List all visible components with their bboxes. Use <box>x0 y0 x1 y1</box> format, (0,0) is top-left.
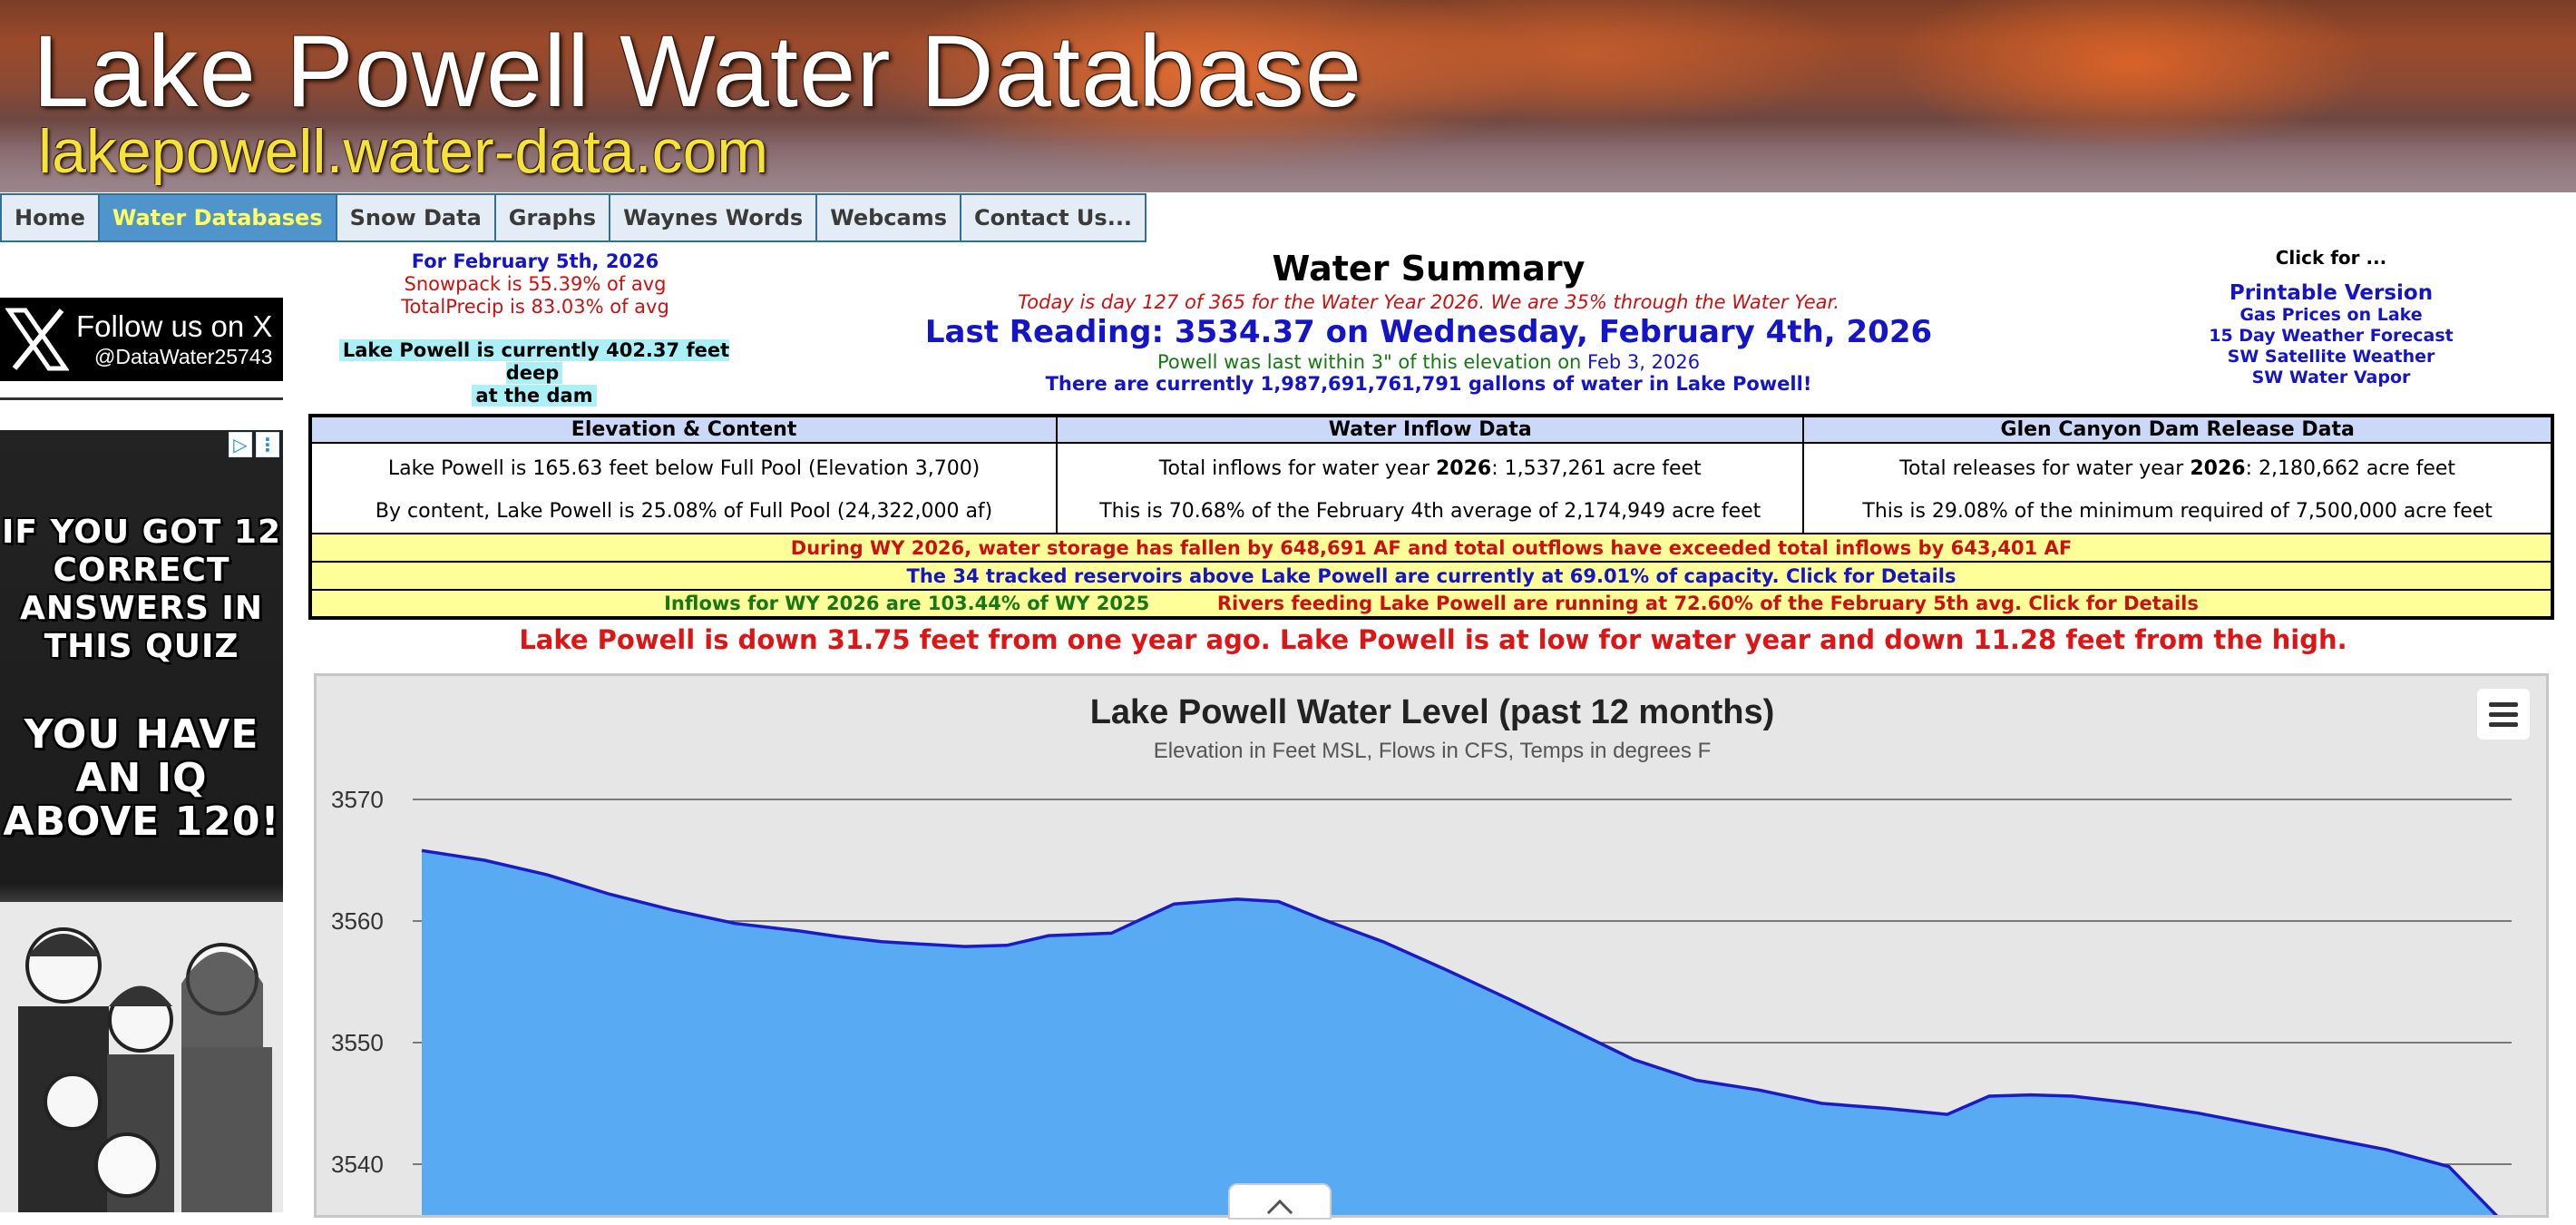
depth-line-1: Lake Powell is currently 402.37 feet dee… <box>338 339 730 384</box>
releases-value: : 2,180,662 acre feet <box>2245 457 2456 480</box>
chart-canvas: Lake Powell Water Level (past 12 months)… <box>331 693 2512 1218</box>
rivers-link[interactable]: Rivers feeding Lake Powell are running a… <box>1216 593 2199 614</box>
water-vapor-link[interactable]: SW Water Vapor <box>2251 368 2411 387</box>
follow-x-text: Follow us on X @DataWater25743 <box>76 309 272 369</box>
table-row: During WY 2026, water storage has fallen… <box>309 533 2553 563</box>
y-tick-label: 3560 <box>331 907 384 935</box>
precip-text: TotalPrecip is 83.03% of avg <box>401 296 669 318</box>
water-year-day: Today is day 127 of 365 for the Water Ye… <box>1018 291 1839 313</box>
header-dam-release: Glen Canyon Dam Release Data <box>1802 415 2553 444</box>
satellite-weather-link[interactable]: SW Satellite Weather <box>2227 347 2435 367</box>
snowpack-summary: For February 5th, 2026 Snowpack is 55.39… <box>299 250 771 318</box>
inflows-average-text: This is 70.68% of the February 4th avera… <box>1099 500 1761 523</box>
snowpack-text: Snowpack is 55.39% of avg <box>404 273 667 295</box>
depth-line-2: at the dam <box>472 385 597 407</box>
last-reading: Last Reading: 3534.37 on Wednesday, Febr… <box>924 314 1933 350</box>
within-text: Powell was last within 3" of this elevat… <box>1156 351 1588 373</box>
nav-home[interactable]: Home <box>0 193 100 242</box>
inflow-cell: Total inflows for water year 2026: 1,537… <box>1056 442 1805 534</box>
total-inflows-text: Total inflows for water year 2026: 1,537… <box>1058 447 1802 490</box>
inflow-rivers-row[interactable]: Inflows for WY 2026 are 103.44% of WY 20… <box>309 589 2553 619</box>
content-percent-text: By content, Lake Powell is 25.08% of Ful… <box>375 500 993 523</box>
table-row[interactable]: The 34 tracked reservoirs above Lake Pow… <box>309 561 2553 591</box>
total-releases-text: Total releases for water year 2026: 2,18… <box>1804 447 2551 490</box>
table-header-row: Elevation & Content Water Inflow Data Gl… <box>308 415 2553 444</box>
nav-snow-data[interactable]: Snow Data <box>335 193 496 242</box>
inflows-comparison-text: Inflows for WY 2026 are 103.44% of WY 20… <box>664 593 1150 614</box>
ad-controls: ▷ ⋮ <box>229 432 279 457</box>
chart-subtitle: Elevation in Feet MSL, Flows in CFS, Tem… <box>1154 739 1711 763</box>
water-level-line[interactable] <box>421 848 2512 1218</box>
inflows-value: : 1,537,261 acre feet <box>1491 457 1702 480</box>
nav-waynes-words[interactable]: Waynes Words <box>609 193 818 242</box>
follow-on-x-button[interactable]: Follow us on X @DataWater25743 <box>0 298 283 381</box>
year-change-summary: Lake Powell is down 31.75 feet from one … <box>519 624 2347 655</box>
inflows-year: 2026 <box>1435 457 1492 480</box>
water-level-chart[interactable]: Lake Powell Water Level (past 12 months)… <box>314 673 2549 1218</box>
header-elevation-content: Elevation & Content <box>308 415 1059 444</box>
quick-links: Click for ... Printable Version Gas Pric… <box>2159 247 2503 388</box>
storage-change-text: During WY 2026, water storage has fallen… <box>309 533 2553 563</box>
table-row: Lake Powell is 165.63 feet below Full Po… <box>308 442 2553 534</box>
hamburger-menu-icon[interactable] <box>2477 689 2530 740</box>
water-data-table: Elevation & Content Water Inflow Data Gl… <box>308 414 2554 620</box>
nav-graphs[interactable]: Graphs <box>493 193 611 242</box>
report-date: For February 5th, 2026 <box>411 250 659 272</box>
quiz-advertisement[interactable]: ▷ ⋮ IF YOU GOT 12 CORRECT ANSWERS IN THI… <box>0 430 283 1212</box>
ad-subheadline: YOU HAVE AN IQ ABOVE 120! <box>3 711 280 845</box>
nav-contact-us[interactable]: Contact Us... <box>960 193 1147 242</box>
ad-options-icon[interactable]: ⋮ <box>256 432 279 457</box>
printable-version-link[interactable]: Printable Version <box>2229 281 2434 305</box>
chart-title: Lake Powell Water Level (past 12 months) <box>1090 693 1775 731</box>
follow-x-label: Follow us on X <box>76 309 273 343</box>
site-banner[interactable]: Lake Powell Water Database lakepowell.wa… <box>0 0 2576 192</box>
water-summary: Water Summary Today is day 127 of 365 fo… <box>798 245 2059 396</box>
elevation-last-within: Powell was last within 3" of this elevat… <box>798 352 2059 372</box>
release-cell: Total releases for water year 2026: 2,18… <box>1802 442 2553 534</box>
gas-prices-link[interactable]: Gas Prices on Lake <box>2239 305 2423 325</box>
table-row[interactable]: Inflows for WY 2026 are 103.44% of WY 20… <box>309 589 2553 619</box>
weather-forecast-link[interactable]: 15 Day Weather Forecast <box>2209 326 2454 346</box>
adchoices-icon[interactable]: ▷ <box>229 432 252 457</box>
gallons-total: There are currently 1,987,691,761,791 ga… <box>1045 373 1812 395</box>
sidebar-divider <box>0 397 283 400</box>
ad-family-illustration <box>0 902 283 1212</box>
summary-title: Water Summary <box>1272 249 1586 289</box>
y-tick-label: 3540 <box>331 1151 384 1178</box>
nav-webcams[interactable]: Webcams <box>815 193 962 242</box>
nav-water-databases[interactable]: Water Databases <box>97 193 337 242</box>
y-tick-label: 3550 <box>331 1029 384 1056</box>
site-title: Lake Powell Water Database <box>33 15 1363 128</box>
releases-prefix: Total releases for water year <box>1899 457 2191 480</box>
releases-year: 2026 <box>2190 457 2246 480</box>
site-url: lakepowell.water-data.com <box>38 117 769 186</box>
elevation-content-cell: Lake Powell is 165.63 feet below Full Po… <box>308 442 1059 534</box>
quick-links-header: Click for ... <box>2275 247 2387 269</box>
reservoirs-link[interactable]: The 34 tracked reservoirs above Lake Pow… <box>309 561 2553 591</box>
below-full-pool-text: Lake Powell is 165.63 feet below Full Po… <box>387 457 981 480</box>
within-date: Feb 3, 2026 <box>1587 351 1701 373</box>
scroll-to-top-button[interactable] <box>1228 1183 1332 1225</box>
main-nav: Home Water Databases Snow Data Graphs Wa… <box>0 193 1147 242</box>
x-logo-icon <box>5 308 69 371</box>
inflows-prefix: Total inflows for water year <box>1158 457 1436 480</box>
releases-minimum-text: This is 29.08% of the minimum required o… <box>1862 500 2493 523</box>
water-level-area[interactable] <box>422 850 2512 1218</box>
follow-x-handle: @DataWater25743 <box>94 345 273 368</box>
ad-headline: IF YOU GOT 12 CORRECT ANSWERS IN THIS QU… <box>1 514 281 665</box>
banner-water-reflection <box>0 136 2576 192</box>
y-tick-label: 3570 <box>331 786 384 813</box>
depth-info: Lake Powell is currently 402.37 feet dee… <box>319 339 749 407</box>
header-water-inflow: Water Inflow Data <box>1056 415 1805 444</box>
